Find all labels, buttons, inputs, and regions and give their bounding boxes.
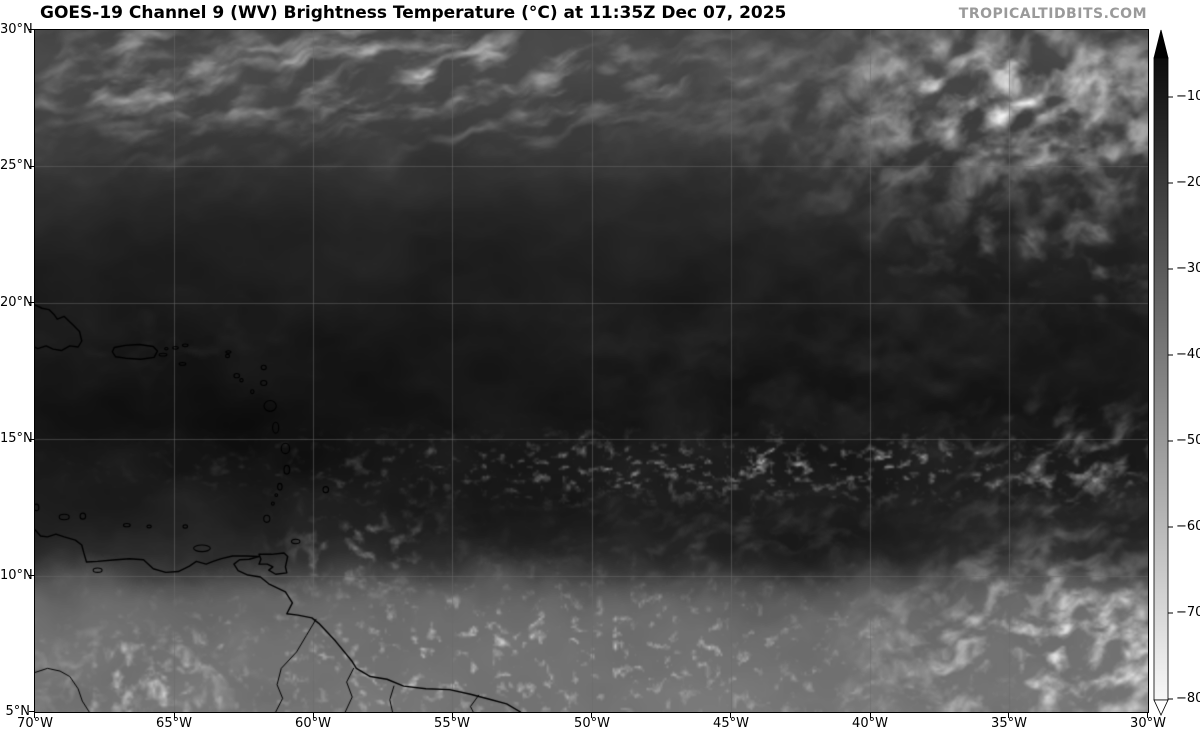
x-axis-label: 30°W: [1130, 716, 1166, 731]
axis-tick: [1147, 713, 1148, 718]
axis-tick: [591, 713, 592, 718]
map-frame: [34, 29, 1149, 713]
colorbar-label: −10: [1176, 89, 1200, 104]
page-title: GOES-19 Channel 9 (WV) Brightness Temper…: [40, 3, 787, 23]
y-axis-label: 10°N: [0, 568, 33, 583]
y-axis-label: 20°N: [0, 295, 33, 310]
axis-tick: [452, 713, 453, 718]
axis-tick: [29, 29, 34, 30]
axis-tick: [29, 302, 34, 303]
colorbar-ticks: [1168, 96, 1173, 700]
y-axis-label: 25°N: [0, 158, 33, 173]
x-axis-label: 60°W: [295, 716, 331, 731]
axis-tick: [29, 439, 34, 440]
colorbar-label: −50: [1176, 433, 1200, 448]
colorbar-label: −60: [1176, 519, 1200, 534]
watermark-tropicaltidbits: TROPICALTIDBITS.COM: [958, 6, 1147, 22]
axis-tick: [29, 166, 34, 167]
x-axis-label: 40°W: [852, 716, 888, 731]
axis-tick: [29, 711, 34, 712]
x-axis-label: 65°W: [156, 716, 192, 731]
x-axis-label: 55°W: [434, 716, 470, 731]
x-axis-label: 70°W: [17, 716, 53, 731]
axis-tick: [1008, 713, 1009, 718]
axis-tick: [870, 713, 871, 718]
axis-tick: [313, 713, 314, 718]
colorbar-label: −80: [1176, 691, 1200, 706]
colorbar-gradient: [1153, 57, 1169, 701]
colorbar-label: −20: [1176, 175, 1200, 190]
colorbar: [1153, 29, 1173, 716]
y-axis-label: 30°N: [0, 22, 33, 37]
axis-tick: [174, 713, 175, 718]
axis-tick: [730, 713, 731, 718]
axis-tick: [34, 713, 35, 718]
satellite-map-image: [35, 30, 1148, 712]
colorbar-label: −40: [1176, 347, 1200, 362]
x-axis-label: 45°W: [713, 716, 749, 731]
colorbar-arrow-down: [1153, 699, 1169, 716]
colorbar-arrow-up: [1153, 29, 1169, 59]
colorbar-label: −70: [1176, 605, 1200, 620]
colorbar-label: −30: [1176, 261, 1200, 276]
axis-tick: [29, 575, 34, 576]
x-axis-label: 35°W: [991, 716, 1027, 731]
y-axis-label: 5°N: [5, 704, 31, 719]
y-axis-label: 15°N: [0, 431, 33, 446]
x-axis-label: 50°W: [574, 716, 610, 731]
